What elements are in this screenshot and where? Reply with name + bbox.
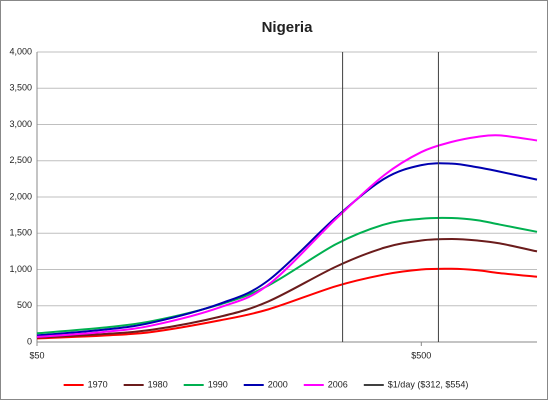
series-line: [36, 216, 538, 335]
series-line: [36, 267, 538, 340]
y-tick-label: 3,500: [9, 83, 32, 93]
series-line: [36, 134, 538, 338]
y-tick-label: 2,500: [9, 155, 32, 165]
legend-label: 1980: [148, 379, 168, 389]
legend-label: 1990: [208, 379, 228, 389]
y-tick-label: 3,000: [9, 119, 32, 129]
legend-label: $1/day ($312, $554): [388, 379, 469, 389]
legend-label: 2000: [268, 379, 288, 389]
y-tick-label: 1,500: [9, 228, 32, 238]
chart-title: Nigeria: [262, 19, 314, 36]
x-tick-label: $500: [411, 350, 431, 360]
series-line: [36, 238, 538, 339]
y-tick-label: 4,000: [9, 46, 32, 56]
y-tick-label: 500: [17, 300, 32, 310]
legend-label: 1970: [88, 379, 108, 389]
y-tick-label: 2,000: [9, 191, 32, 201]
legend-label: 2006: [328, 379, 348, 389]
x-tick-label: $50: [29, 350, 44, 360]
y-tick-label: 1,000: [9, 264, 32, 274]
y-tick-label: 0: [27, 336, 32, 346]
